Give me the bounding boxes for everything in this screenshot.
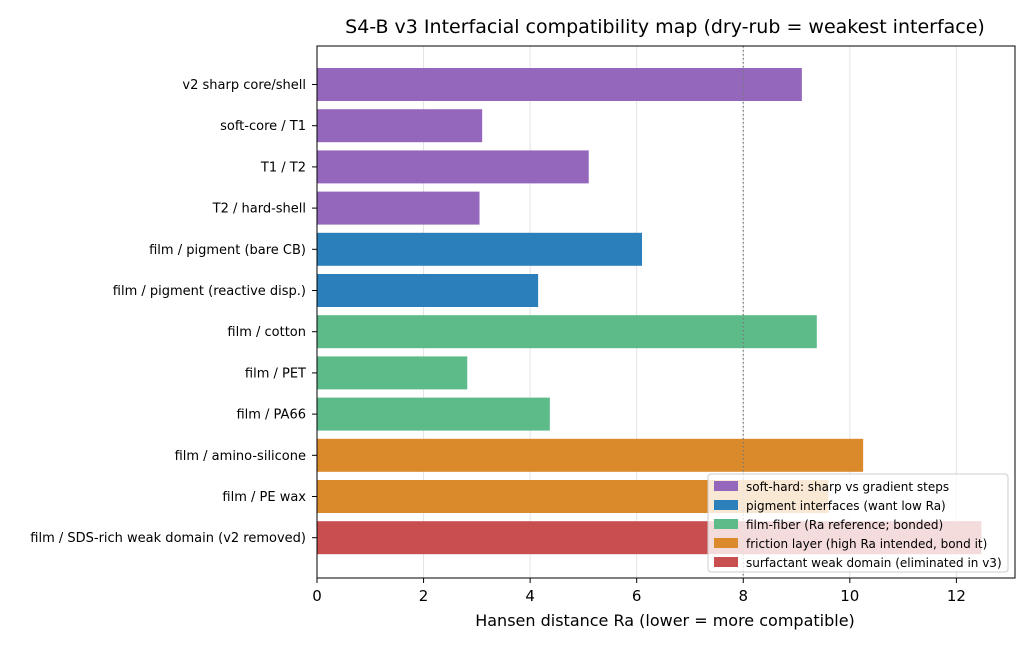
bar [317, 191, 480, 225]
bar [317, 150, 589, 184]
y-tick-label: film / PE wax [222, 490, 306, 505]
bars [317, 68, 982, 555]
x-axis-label: Hansen distance Ra (lower = more compati… [475, 611, 855, 630]
legend-entry: soft-hard: sharp vs gradient steps [746, 480, 949, 494]
bar [317, 232, 643, 266]
y-tick-label: T1 / T2 [260, 160, 306, 175]
y-tick-label: soft-core / T1 [220, 119, 306, 134]
x-tick-label: 0 [312, 587, 322, 605]
x-tick-label: 2 [419, 587, 429, 605]
legend-entry: surfactant weak domain (eliminated in v3… [746, 556, 1002, 570]
y-axis: v2 sharp core/shell soft-core / T1 T1 / T2… [30, 78, 317, 546]
legend-swatch [714, 557, 738, 567]
bar [317, 68, 802, 101]
chart-title: S4-B v3 Interfacial compatibility map (d… [345, 16, 985, 38]
y-tick-label: film / amino-silicone [175, 449, 306, 464]
x-tick-label: 10 [840, 587, 859, 605]
x-tick-label: 8 [738, 587, 748, 605]
legend-entry: film-fiber (Ra reference; bonded) [746, 518, 943, 532]
legend: soft-hard: sharp vs gradient steps pigmen… [707, 473, 1009, 573]
y-tick-label: T2 / hard-shell [212, 202, 306, 217]
y-tick-label: film / PET [245, 366, 306, 381]
bar [317, 109, 483, 143]
legend-swatch [714, 538, 738, 548]
y-tick-label: film / cotton [227, 325, 306, 340]
y-tick-label: film / SDS-rich weak domain (v2 removed) [30, 531, 306, 546]
x-axis: 0 2 4 6 8 10 12 [312, 578, 966, 605]
bar [317, 438, 864, 472]
bar [317, 315, 817, 349]
x-tick-label: 12 [947, 587, 966, 605]
x-tick-label: 6 [632, 587, 642, 605]
x-tick-label: 4 [525, 587, 535, 605]
y-tick-label: film / pigment (bare CB) [149, 243, 306, 258]
legend-entry: pigment interfaces (want low Ra) [746, 499, 946, 513]
legend-swatch [714, 500, 738, 510]
bar [317, 356, 468, 390]
y-tick-label: film / pigment (reactive disp.) [113, 284, 306, 299]
bar [317, 274, 539, 307]
y-tick-label: film / PA66 [236, 408, 306, 423]
legend-swatch [714, 519, 738, 529]
legend-swatch [714, 481, 738, 491]
legend-box [707, 473, 1009, 573]
plot-frame [316, 45, 1016, 579]
y-tick-label: v2 sharp core/shell [182, 78, 306, 93]
legend-entry: friction layer (high Ra intended, bond i… [746, 537, 987, 551]
bar [317, 397, 550, 431]
